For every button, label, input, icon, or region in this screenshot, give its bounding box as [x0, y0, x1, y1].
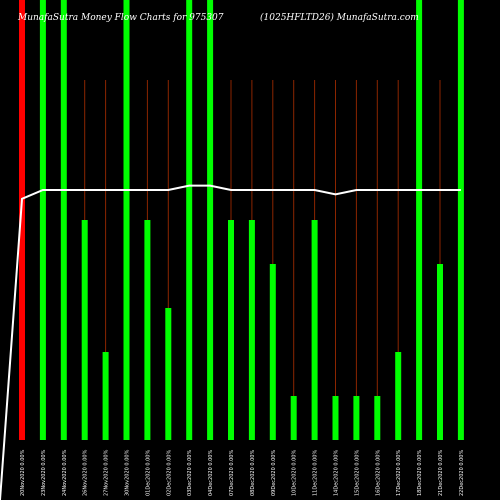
- x-tick-label: 02Dec2020 0.00%: [166, 450, 172, 496]
- x-tick-label: 21Dec2020 0.00%: [438, 450, 444, 496]
- chart-title-left: MunafaSutra Money Flow Charts for 975307: [17, 13, 224, 23]
- x-tick-label: 01Dec2020 0.00%: [145, 450, 151, 496]
- bar-7: [165, 308, 172, 440]
- x-tick-label: 16Dec2020 0.00%: [375, 450, 381, 496]
- x-tick-label: 27Nov2020 0.00%: [104, 449, 110, 496]
- bar-10: [228, 220, 234, 440]
- x-tick-label: 24Nov2020 0.00%: [62, 449, 68, 496]
- bar-14: [311, 220, 318, 440]
- bar-20: [437, 264, 443, 440]
- bar-15: [332, 396, 339, 440]
- bar-1: [39, 0, 46, 440]
- bar-0: [19, 0, 25, 440]
- bar-8: [186, 0, 193, 440]
- x-tick-label: 09Dec2020 0.00%: [271, 450, 277, 496]
- bar-4: [102, 352, 109, 440]
- bar-16: [353, 396, 360, 440]
- bar-21: [457, 0, 464, 440]
- x-tick-label: 14Dec2020 0.00%: [334, 450, 340, 496]
- bar-13: [290, 396, 297, 440]
- x-tick-label: 26Nov2020 0.00%: [83, 449, 89, 496]
- x-tick-labels: 20Nov2020 0.00% 23Nov2020 0.00% 24Nov2020 …: [20, 449, 465, 496]
- x-tick-label: 18Dec2020 0.00%: [417, 450, 423, 496]
- bar-17: [374, 396, 381, 440]
- bar-12: [269, 264, 276, 440]
- x-tick-label: 07Dec2020 0.00%: [229, 450, 235, 496]
- x-tick-label: 22Dec2020 0.00%: [459, 450, 465, 496]
- x-tick-label: 08Dec2020 0.00%: [250, 450, 256, 496]
- bar-3: [81, 220, 88, 440]
- money-flow-line: [0, 184, 461, 500]
- x-tick-label: 10Dec2020 0.00%: [292, 450, 298, 496]
- x-tick-label: 20Nov2020 0.00%: [20, 449, 26, 496]
- bar-18: [395, 352, 402, 440]
- x-tick-label: 17Dec2020 0.00%: [396, 450, 402, 496]
- chart-title-right: (1025HFLTD26) MunafaSutra.com: [260, 12, 419, 23]
- bar-series: [19, 0, 464, 440]
- bar-9: [207, 0, 214, 440]
- x-tick-label: 11Dec2020 0.00%: [313, 450, 319, 496]
- bar-5: [123, 0, 130, 440]
- bar-2: [60, 0, 67, 440]
- bar-19: [416, 0, 423, 440]
- x-tick-label: 03Dec2020 0.00%: [187, 450, 193, 496]
- x-tick-label: 30Nov2020 0.00%: [125, 449, 131, 496]
- x-tick-label: 15Dec2020 0.00%: [354, 450, 360, 496]
- x-tick-label: 04Dec2020 0.00%: [208, 450, 214, 496]
- bar-11: [248, 220, 255, 440]
- money-flow-path: [0, 184, 461, 500]
- bar-6: [144, 220, 151, 440]
- x-tick-label: 23Nov2020 0.00%: [41, 449, 47, 496]
